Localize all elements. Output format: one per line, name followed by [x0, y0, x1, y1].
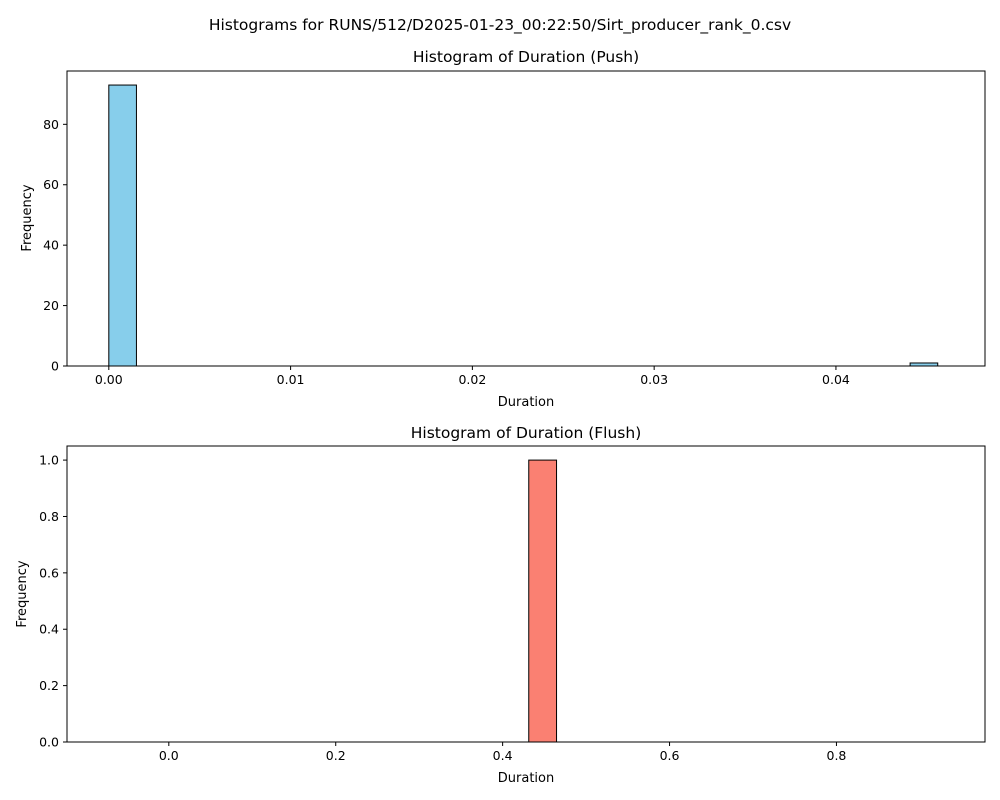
flush-chart-title: Histogram of Duration (Flush)	[411, 424, 642, 442]
flush-y-ticks: 0.0 0.2 0.4 0.6 0.8 1.0	[39, 453, 67, 750]
push-y-tick-label: 60	[43, 177, 59, 192]
push-axes-frame	[66, 70, 986, 367]
push-histogram-bar	[108, 84, 137, 367]
push-histogram-bars	[108, 84, 939, 367]
flush-x-tick-label: 0.8	[827, 748, 847, 763]
push-x-tick-label: 0.03	[640, 372, 668, 387]
push-y-ticks: 0 20 40 60 80	[43, 117, 67, 374]
push-y-tick-label: 80	[43, 117, 59, 132]
push-x-tick-label: 0.02	[458, 372, 486, 387]
flush-y-tick-label: 0.8	[39, 509, 59, 524]
flush-x-ticks: 0.0 0.2 0.4 0.6 0.8	[159, 742, 847, 763]
flush-x-axis-label: Duration	[498, 771, 554, 786]
push-y-tick-label: 40	[43, 238, 59, 253]
flush-x-tick-label: 0.2	[326, 748, 346, 763]
flush-x-tick-label: 0.6	[660, 748, 680, 763]
flush-histogram-bar	[528, 459, 558, 743]
flush-y-tick-label: 0.2	[39, 678, 59, 693]
push-x-tick-label: 0.00	[95, 372, 123, 387]
push-x-tick-label: 0.04	[822, 372, 850, 387]
flush-axes-frame	[66, 445, 986, 743]
figure-suptitle: Histograms for RUNS/512/D2025-01-23_00:2…	[209, 16, 791, 35]
push-histogram: 0.00 0.01 0.02 0.03 0.04 0 20 40 60 80 Histogram…	[20, 48, 986, 410]
flush-y-tick-label: 0.4	[39, 622, 59, 637]
flush-y-tick-label: 0.0	[39, 735, 59, 750]
push-y-axis-label: Frequency	[20, 184, 35, 251]
push-chart-title: Histogram of Duration (Push)	[413, 48, 639, 66]
push-y-tick-label: 20	[43, 298, 59, 313]
flush-histogram: 0.0 0.2 0.4 0.6 0.8 0.0 0.2 0.4 0.6 0.8 1.0 Histo…	[15, 424, 986, 786]
push-x-ticks: 0.00 0.01 0.02 0.03 0.04	[95, 366, 850, 387]
push-y-tick-label: 0	[51, 359, 59, 374]
flush-y-tick-label: 0.6	[39, 565, 59, 580]
flush-x-tick-label: 0.4	[493, 748, 513, 763]
push-x-axis-label: Duration	[498, 395, 554, 410]
flush-y-tick-label: 1.0	[39, 453, 59, 468]
flush-y-axis-label: Frequency	[15, 560, 30, 627]
flush-x-tick-label: 0.0	[159, 748, 179, 763]
push-x-tick-label: 0.01	[277, 372, 305, 387]
